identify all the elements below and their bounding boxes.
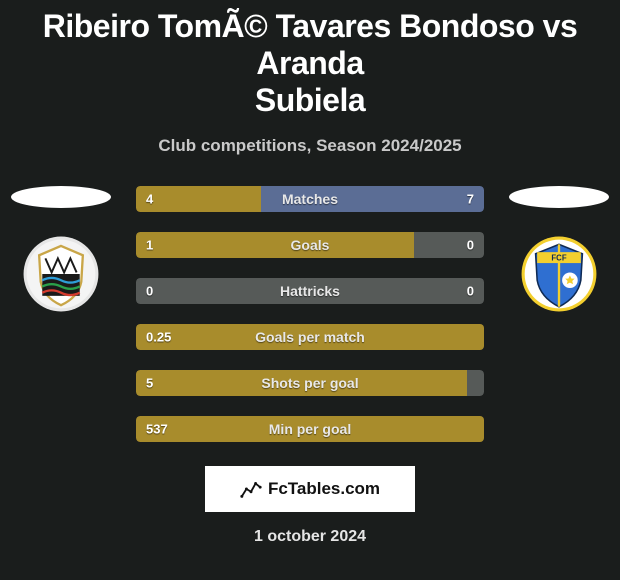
- comparison-panel: FCF Matches47Goals10Hattricks00Goals per…: [0, 186, 620, 442]
- stat-bars: Matches47Goals10Hattricks00Goals per mat…: [136, 186, 484, 442]
- stat-left-value: 1: [146, 238, 153, 253]
- player-right-silhouette: [509, 186, 609, 208]
- stat-row: Matches4 7: [136, 186, 484, 212]
- svg-text:FCF: FCF: [551, 254, 566, 263]
- crest-left-svg: [22, 235, 100, 313]
- stat-row: Min per goal537: [136, 416, 484, 442]
- stat-label: Min per goal: [136, 421, 484, 437]
- player-left-column: [6, 186, 116, 318]
- stat-right-value: 0: [467, 284, 474, 299]
- player-left-silhouette: [11, 186, 111, 208]
- stat-label: Shots per goal: [136, 375, 484, 391]
- title-line-1: Ribeiro TomÃ© Tavares Bondoso vs Aranda: [43, 8, 578, 81]
- stat-row: Shots per goal5: [136, 370, 484, 396]
- title-line-2: Subiela: [255, 82, 365, 118]
- stat-row: Goals per match0.25: [136, 324, 484, 350]
- stat-left-value: 0.25: [146, 330, 171, 345]
- brand-text: FcTables.com: [268, 479, 380, 499]
- stat-right-value: 0: [467, 238, 474, 253]
- stat-label: Goals per match: [136, 329, 484, 345]
- club-crest-left: [17, 230, 105, 318]
- date-label: 1 october 2024: [0, 528, 620, 546]
- stat-left-value: 5: [146, 376, 153, 391]
- subtitle: Club competitions, Season 2024/2025: [0, 136, 620, 156]
- club-crest-right: FCF: [515, 230, 603, 318]
- stat-row: Hattricks0 0: [136, 278, 484, 304]
- stat-label: Matches: [136, 191, 484, 207]
- stat-label: Goals: [136, 237, 484, 253]
- stat-left-value: 4: [146, 192, 153, 207]
- player-right-column: FCF: [504, 186, 614, 318]
- stat-left-value: 0: [146, 284, 153, 299]
- stat-left-value: 537: [146, 422, 168, 437]
- stat-label: Hattricks: [136, 283, 484, 299]
- page-title: Ribeiro TomÃ© Tavares Bondoso vs Aranda …: [0, 0, 620, 118]
- crest-right-svg: FCF: [520, 235, 598, 313]
- stat-row: Goals1 0: [136, 232, 484, 258]
- stat-right-value: 7: [467, 192, 474, 207]
- brand-footer: FcTables.com: [205, 466, 415, 512]
- brand-chart-icon: [240, 478, 262, 500]
